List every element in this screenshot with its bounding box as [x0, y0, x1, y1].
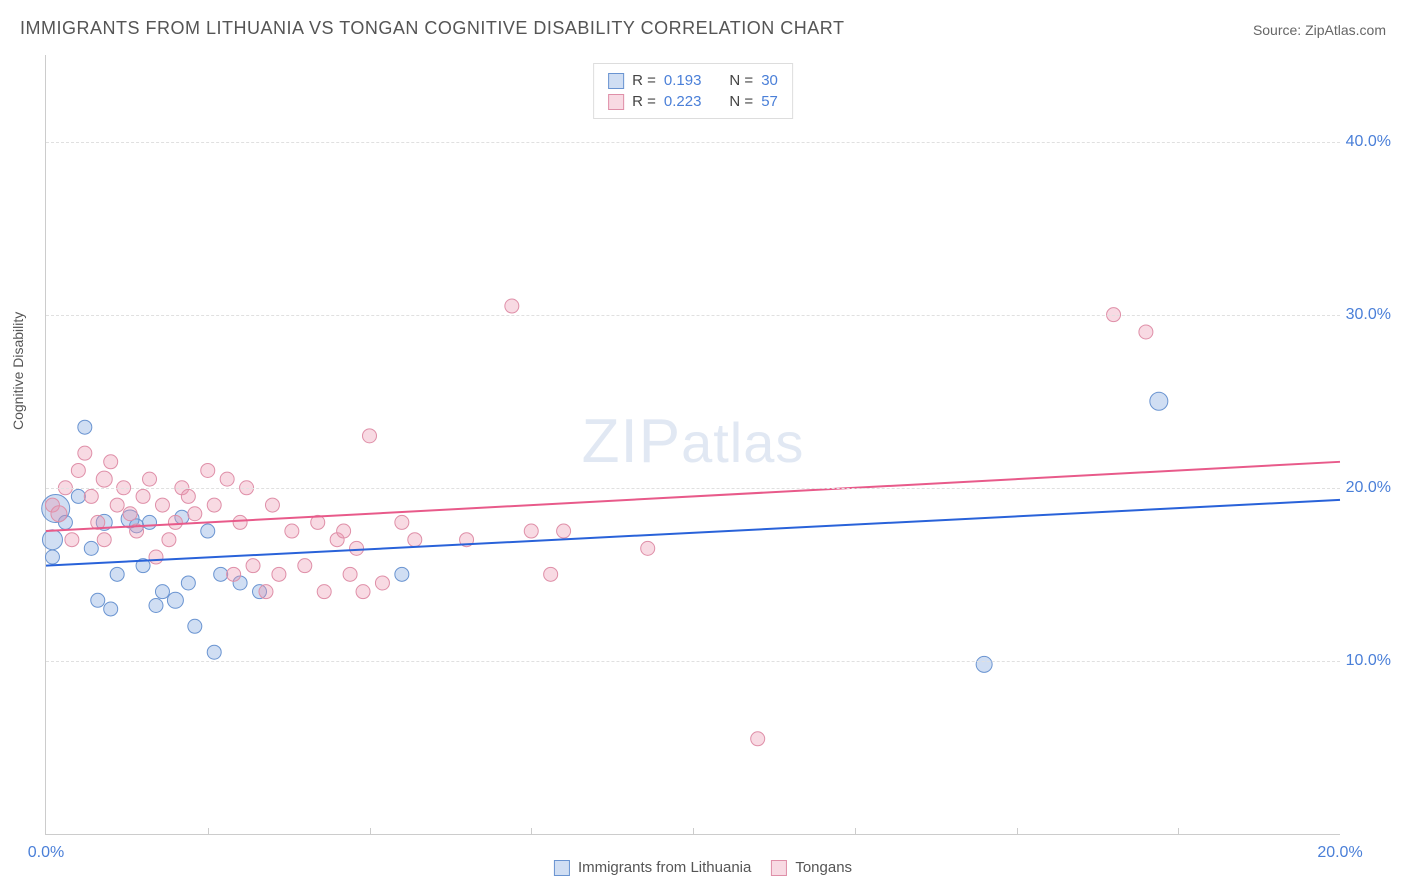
swatch-series2	[608, 94, 624, 110]
grid-line	[46, 488, 1340, 489]
legend-label-series1: Immigrants from Lithuania	[578, 859, 751, 876]
x-minor-tick	[370, 828, 371, 834]
y-axis-label: Cognitive Disability	[10, 312, 26, 430]
chart-container: IMMIGRANTS FROM LITHUANIA VS TONGAN COGN…	[0, 0, 1406, 892]
plot-area: R = 0.193 N = 30 R = 0.223 N = 57 ZIPatl…	[45, 55, 1340, 835]
x-minor-tick	[1178, 828, 1179, 834]
swatch-series1	[608, 73, 624, 89]
x-minor-tick	[855, 828, 856, 834]
series-legend: Immigrants from Lithuania Tongans	[554, 859, 852, 876]
stats-row-series2: R = 0.223 N = 57	[608, 91, 778, 112]
y-tick-label: 40.0%	[1346, 133, 1391, 151]
legend-item-series1: Immigrants from Lithuania	[554, 859, 751, 876]
x-minor-tick	[1017, 828, 1018, 834]
stats-row-series1: R = 0.193 N = 30	[608, 70, 778, 91]
y-tick-label: 20.0%	[1346, 479, 1391, 497]
n-value-series1: 30	[761, 72, 778, 89]
source-attribution: Source: ZipAtlas.com	[1253, 22, 1386, 38]
legend-swatch-series1	[554, 860, 570, 876]
y-tick-label: 30.0%	[1346, 306, 1391, 324]
grid-line	[46, 661, 1340, 662]
r-value-series1: 0.193	[664, 72, 702, 89]
y-tick-label: 10.0%	[1346, 652, 1391, 670]
stats-legend: R = 0.193 N = 30 R = 0.223 N = 57	[593, 63, 793, 119]
legend-item-series2: Tongans	[771, 859, 852, 876]
n-value-series2: 57	[761, 93, 778, 110]
x-minor-tick	[208, 828, 209, 834]
r-value-series2: 0.223	[664, 93, 702, 110]
chart-title: IMMIGRANTS FROM LITHUANIA VS TONGAN COGN…	[20, 18, 844, 39]
n-label: N =	[729, 72, 753, 89]
grid-line	[46, 142, 1340, 143]
legend-label-series2: Tongans	[795, 859, 852, 876]
legend-swatch-series2	[771, 860, 787, 876]
x-minor-tick	[531, 828, 532, 834]
n-label: N =	[729, 93, 753, 110]
grid-line	[46, 315, 1340, 316]
x-tick-label: 20.0%	[1317, 844, 1362, 862]
plot-svg	[46, 55, 1340, 834]
r-label: R =	[632, 93, 656, 110]
r-label: R =	[632, 72, 656, 89]
x-tick-label: 0.0%	[28, 844, 64, 862]
x-minor-tick	[693, 828, 694, 834]
